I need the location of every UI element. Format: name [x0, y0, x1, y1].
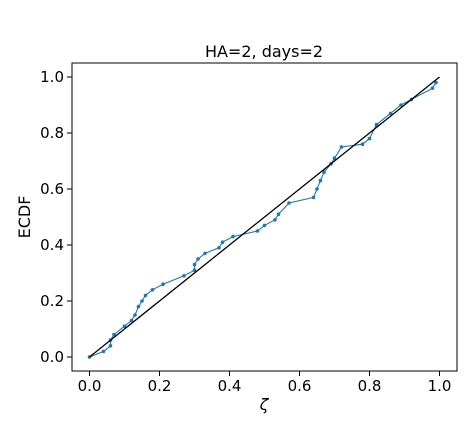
y-tick-label: 0.8	[40, 124, 64, 142]
ecdf-point	[311, 195, 316, 200]
ecdf-point	[217, 246, 221, 250]
ecdf-point	[140, 299, 144, 303]
axes-frame	[71, 62, 458, 372]
ecdf-point	[262, 223, 267, 228]
ecdf-point	[203, 251, 207, 256]
x-tick-label: 0.6	[288, 377, 312, 395]
y-axis-label: ECDF	[15, 196, 34, 239]
reference-diagonal-line	[89, 76, 440, 358]
ecdf-point	[430, 86, 435, 90]
ecdf-point	[367, 136, 372, 141]
ecdf-point	[287, 201, 291, 205]
chart-title: HA=2, days=2	[205, 42, 323, 61]
y-tick-label: 0.0	[40, 348, 64, 366]
ecdf-point	[388, 111, 393, 116]
ecdf-point	[255, 229, 260, 233]
ecdf-point	[182, 274, 186, 278]
ecdf-point	[273, 218, 277, 222]
y-tick-label: 0.2	[40, 292, 64, 310]
x-tick-label: 1.0	[428, 377, 452, 395]
ecdf-point	[276, 212, 281, 216]
ecdf-point	[112, 332, 116, 337]
x-tick-label: 0.0	[78, 377, 102, 395]
ecdf-point	[192, 268, 197, 273]
ecdf-point	[161, 282, 165, 287]
ecdf-point	[129, 318, 134, 323]
ecdf-point	[196, 257, 200, 261]
x-axis-label: ζ	[259, 395, 270, 414]
ecdf-point	[133, 313, 137, 317]
ecdf-point	[150, 288, 155, 292]
ecdf-point	[101, 349, 106, 354]
y-tick-label: 1.0	[40, 68, 64, 86]
ecdf-point	[108, 344, 113, 348]
ecdf-point	[360, 142, 365, 146]
x-tick-label: 0.8	[358, 377, 382, 395]
ecdf-point	[434, 80, 438, 85]
ecdf-point	[220, 240, 225, 244]
x-tick-label: 0.4	[218, 377, 242, 395]
axis-ticks: 0.0 0.2 0.4 0.6 0.8 1.0 0.0 0.2 0.4 0.6 0.8 1.0	[40, 68, 451, 395]
ecdf-point	[231, 234, 235, 239]
ecdf-point	[332, 156, 337, 160]
plot-area	[87, 76, 440, 359]
ecdf-point	[192, 262, 197, 267]
ecdf-point	[143, 293, 148, 298]
ecdf-point	[136, 304, 141, 309]
ecdf-point	[322, 170, 326, 174]
ecdf-point	[399, 103, 403, 107]
ecdf-point	[339, 145, 344, 149]
ecdf-point	[122, 324, 127, 329]
x-tick-label: 0.2	[148, 377, 172, 395]
ecdf-point	[374, 122, 379, 127]
y-tick-label: 0.6	[40, 180, 64, 198]
ecdf-point	[315, 187, 319, 191]
y-tick-label: 0.4	[40, 236, 64, 254]
ecdf-point	[318, 178, 323, 183]
